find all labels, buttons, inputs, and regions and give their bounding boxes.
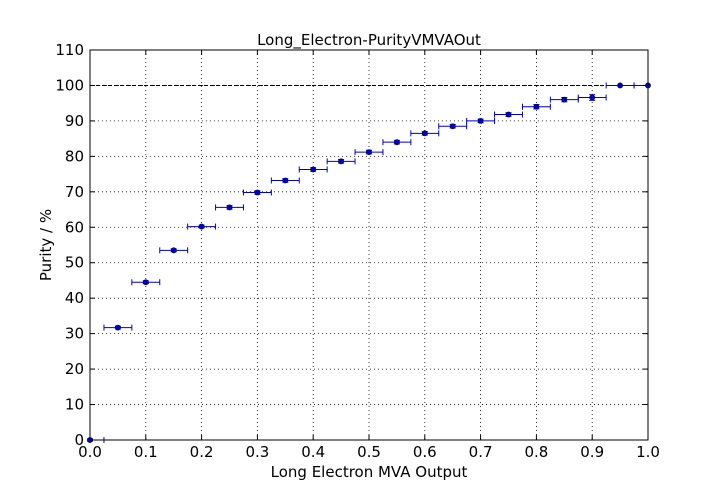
data-point <box>326 158 356 165</box>
data-point <box>521 103 551 110</box>
x-tick-label: 0.4 <box>301 443 325 461</box>
data-point <box>494 111 523 118</box>
data-marker <box>282 177 289 184</box>
data-point <box>354 149 384 156</box>
y-tick-label: 60 <box>65 218 84 236</box>
x-tick-label: 1.0 <box>636 443 660 461</box>
data-marker <box>198 223 205 230</box>
data-marker <box>338 158 344 165</box>
data-marker <box>142 279 149 286</box>
x-tick-label: 0.5 <box>357 443 381 461</box>
data-point <box>270 177 300 184</box>
y-axis-label: Purity / % <box>37 209 55 281</box>
data-marker <box>617 82 623 89</box>
data-marker <box>226 204 233 211</box>
data-marker <box>421 130 428 137</box>
y-tick-label: 90 <box>65 112 84 130</box>
x-tick-label: 0.7 <box>469 443 493 461</box>
chart-title: Long_Electron-PurityVMVAOut <box>257 31 481 50</box>
data-marker <box>533 103 540 110</box>
data-point <box>159 247 189 254</box>
x-tick-label: 0.9 <box>580 443 604 461</box>
x-tick-label: 0.6 <box>413 443 437 461</box>
y-tick-label: 10 <box>65 396 84 414</box>
data-point <box>242 189 272 196</box>
data-marker <box>505 111 512 118</box>
x-tick-label: 0.8 <box>524 443 548 461</box>
y-tick-label: 40 <box>65 289 84 307</box>
y-tick-label: 30 <box>65 325 84 343</box>
x-tick-label: 0.2 <box>190 443 214 461</box>
y-tick-label: 0 <box>74 431 84 449</box>
data-marker <box>589 94 596 101</box>
data-point <box>187 223 217 230</box>
data-marker <box>561 96 568 103</box>
data-marker <box>449 123 456 130</box>
y-tick-label: 80 <box>65 147 84 165</box>
y-tick-label: 50 <box>65 254 84 272</box>
x-tick-label: 0.0 <box>78 443 102 461</box>
y-tick-label: 70 <box>65 183 84 201</box>
data-point <box>298 166 328 173</box>
x-tick-label: 0.3 <box>245 443 269 461</box>
data-marker <box>310 166 317 173</box>
x-axis-label: Long Electron MVA Output <box>271 463 468 481</box>
data-marker <box>254 189 261 196</box>
data-marker <box>366 149 372 156</box>
data-point <box>103 324 133 331</box>
data-point <box>438 123 468 130</box>
y-tick-label: 20 <box>65 360 84 378</box>
data-point <box>410 130 440 137</box>
data-point <box>577 94 607 101</box>
ticks: 0.0 0.1 0.2 0.3 0.4 0.5 0.6 0.7 0.8 0.9 1.0 0 10 20 30… <box>55 41 660 461</box>
data-marker <box>115 324 121 331</box>
data-series <box>87 82 651 443</box>
data-point <box>466 117 496 124</box>
data-point <box>215 204 244 211</box>
data-point <box>131 279 161 286</box>
data-point <box>382 139 412 146</box>
data-marker <box>393 139 400 146</box>
data-marker <box>477 118 484 124</box>
data-marker <box>170 247 177 254</box>
y-tick-label: 100 <box>55 76 84 94</box>
x-tick-label: 0.1 <box>134 443 158 461</box>
y-tick-label: 110 <box>55 41 84 59</box>
